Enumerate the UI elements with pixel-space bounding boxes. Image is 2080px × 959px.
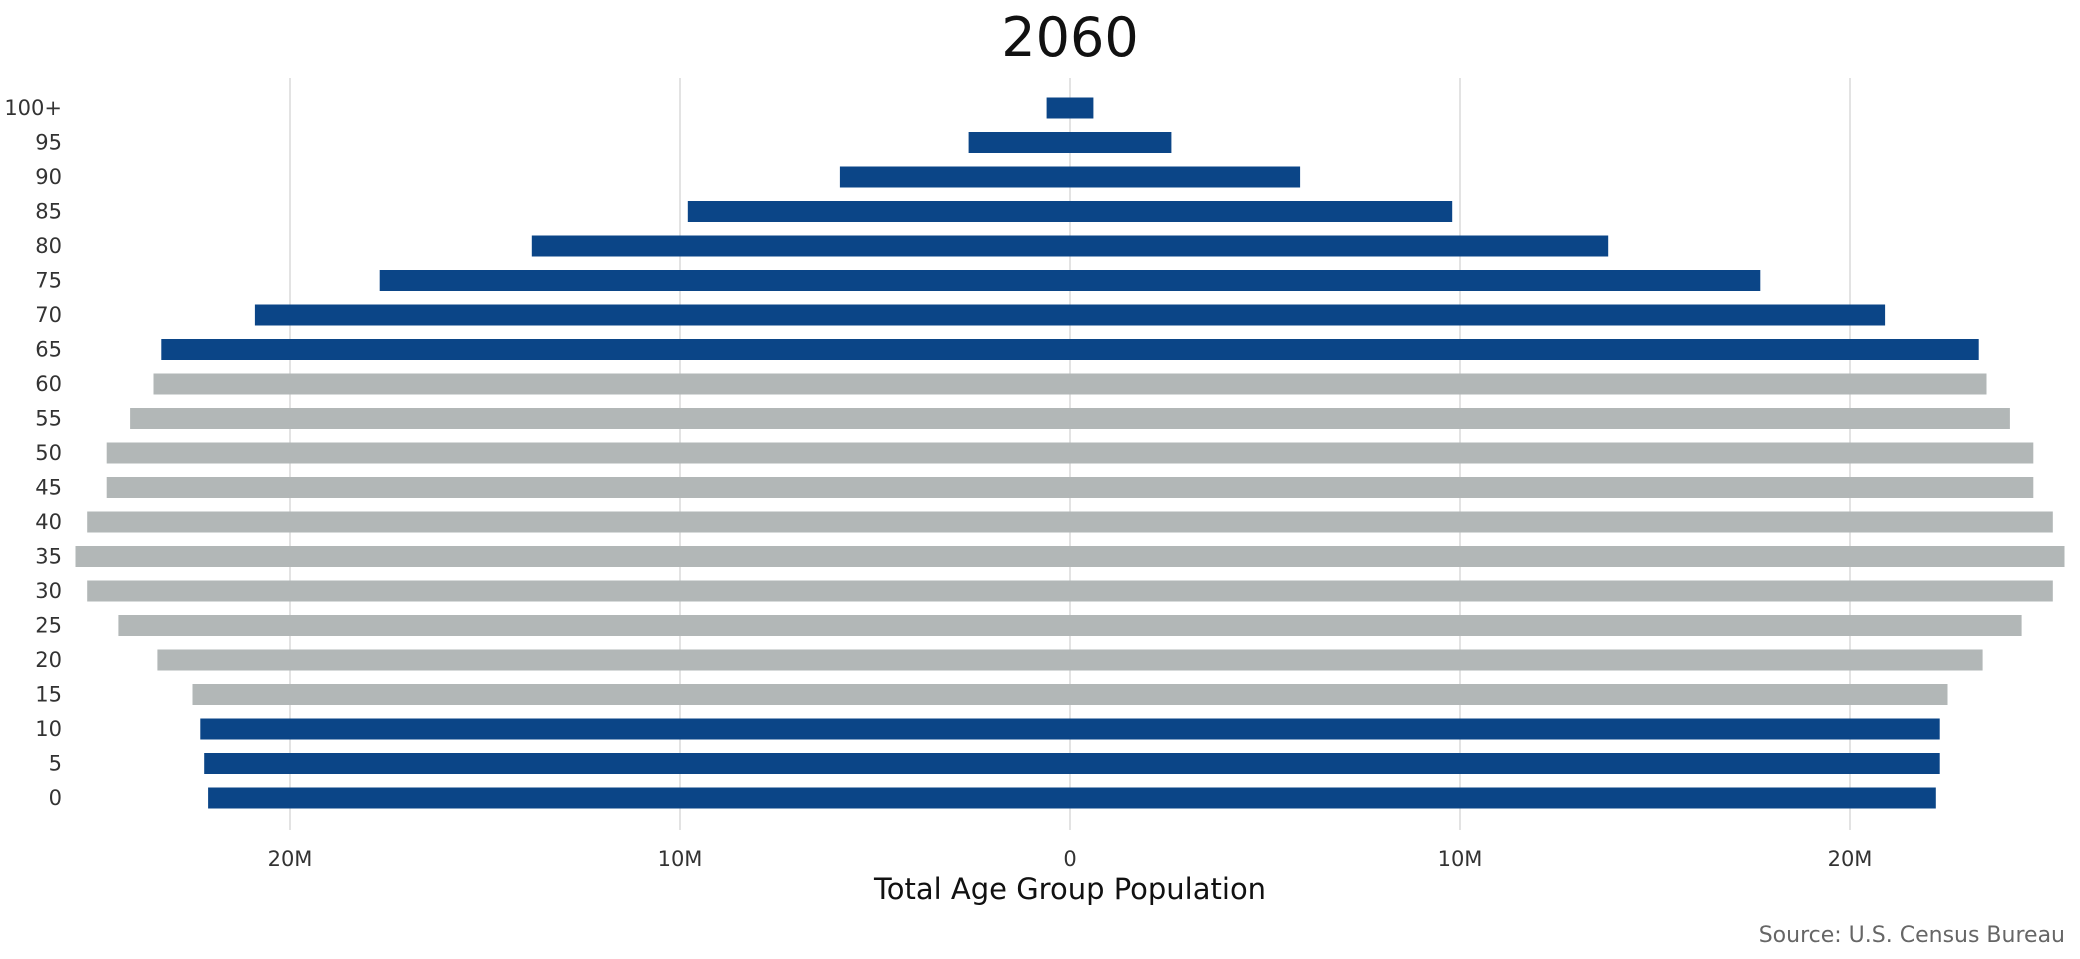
x-tick-labels: 20M 10M 0 10M 20M [268, 847, 1873, 871]
y-tick-label: 30 [35, 579, 62, 603]
y-tick-label: 95 [35, 131, 62, 155]
bar-left [130, 408, 1071, 429]
x-tick-label: 10M [1438, 847, 1483, 871]
y-tick-label: 35 [35, 545, 62, 569]
bar-right [1070, 132, 1172, 153]
y-tick-label: 80 [35, 234, 62, 258]
x-tick-label: 0 [1063, 847, 1076, 871]
x-tick-label: 20M [268, 847, 313, 871]
y-tick-label: 75 [35, 269, 62, 293]
y-tick-label: 40 [35, 510, 62, 534]
y-tick-label: 50 [35, 441, 62, 465]
x-tick-label: 20M [1828, 847, 1873, 871]
y-tick-label: 55 [35, 407, 62, 431]
bar-left [161, 339, 1071, 360]
bar-right [1070, 373, 1987, 395]
bar-left [192, 684, 1070, 705]
bar-right [1070, 580, 2053, 602]
bar-left [75, 546, 1070, 567]
bar-left [87, 580, 1070, 602]
bar-left [153, 373, 1070, 395]
bar-right [1070, 201, 1453, 222]
y-tick-label: 25 [35, 614, 62, 638]
y-tick-label: 85 [35, 200, 62, 224]
bar-left [204, 753, 1070, 774]
bar-left [687, 201, 1070, 222]
y-tick-label: 70 [35, 303, 62, 327]
bar-left [531, 235, 1070, 257]
bar-left [106, 442, 1070, 464]
bar-left [106, 477, 1070, 498]
bar-right [1070, 753, 1940, 774]
bar-right [1070, 166, 1301, 188]
y-tick-label: 0 [49, 786, 62, 810]
y-tick-labels: 0 5 10 15 20 25 30 35 40 45 50 55 60 65 70 75 80 85 90 95 10… [4, 96, 62, 810]
bar-left [208, 787, 1071, 809]
bar-left [968, 132, 1070, 153]
y-tick-label: 65 [35, 338, 62, 362]
bars [75, 97, 2065, 809]
bar-left [118, 615, 1070, 636]
bar-right [1070, 684, 1948, 705]
x-axis-label: Total Age Group Population [873, 872, 1266, 906]
bar-left [200, 718, 1071, 740]
y-tick-label: 15 [35, 683, 62, 707]
y-tick-label: 5 [49, 752, 62, 776]
x-tick-label: 10M [658, 847, 703, 871]
bar-right [1070, 339, 1979, 360]
bar-right [1070, 649, 1983, 671]
bar-right [1070, 270, 1761, 291]
bar-right [1070, 477, 2034, 498]
source-caption: Source: U.S. Census Bureau [1759, 923, 2065, 948]
bar-left [87, 511, 1070, 533]
bar-right [1070, 546, 2065, 567]
bar-left [1046, 97, 1070, 119]
bar-right [1070, 235, 1609, 257]
y-tick-label: 20 [35, 648, 62, 672]
bar-right [1070, 408, 2010, 429]
bar-right [1070, 304, 1886, 326]
bar-left [379, 270, 1070, 291]
bar-right [1070, 97, 1094, 119]
y-tick-label: 10 [35, 717, 62, 741]
bar-right [1070, 511, 2053, 533]
bar-left [254, 304, 1070, 326]
bar-left [157, 649, 1070, 671]
chart-title: 2060 [1001, 6, 1138, 69]
bar-right [1070, 442, 2034, 464]
y-tick-label: 100+ [4, 96, 62, 120]
bar-right [1070, 718, 1940, 740]
bar-right [1070, 787, 1936, 809]
y-tick-label: 45 [35, 476, 62, 500]
bar-right [1070, 615, 2022, 636]
y-tick-label: 90 [35, 165, 62, 189]
bar-left [839, 166, 1070, 188]
y-tick-label: 60 [35, 372, 62, 396]
